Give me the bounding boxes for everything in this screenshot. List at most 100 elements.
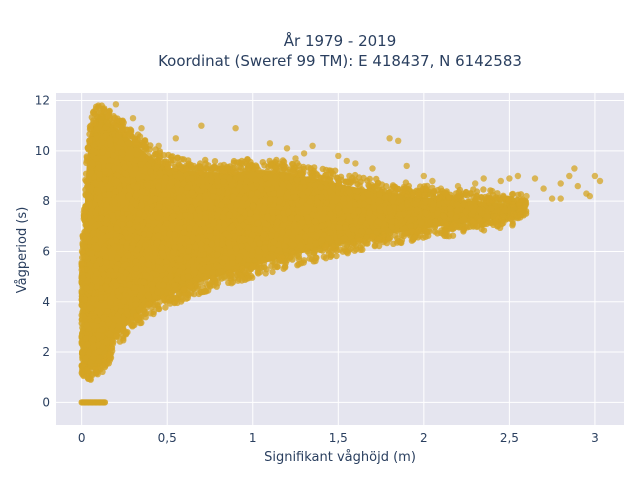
data-point <box>408 191 416 199</box>
data-point <box>101 271 108 279</box>
data-point <box>184 262 191 269</box>
data-point <box>352 160 359 167</box>
y-tick-label: 10 <box>35 144 50 158</box>
data-point <box>364 190 371 198</box>
data-point <box>125 192 133 199</box>
data-point <box>274 218 281 225</box>
data-point <box>215 219 222 226</box>
data-point <box>295 250 302 257</box>
data-point <box>233 159 240 166</box>
data-point <box>341 235 349 242</box>
data-point <box>81 206 88 213</box>
data-point <box>440 213 448 220</box>
data-point <box>87 304 94 312</box>
data-point <box>408 228 415 235</box>
data-point <box>288 214 295 222</box>
data-point <box>270 245 277 252</box>
data-point <box>147 275 154 282</box>
data-point <box>523 192 530 200</box>
data-point <box>157 170 164 177</box>
data-point <box>255 264 262 271</box>
data-point <box>320 175 328 182</box>
data-point <box>396 211 403 218</box>
data-point <box>84 374 92 382</box>
data-point <box>251 196 259 203</box>
data-point <box>269 254 277 262</box>
data-point <box>208 241 215 248</box>
data-point <box>247 237 254 244</box>
data-point <box>311 218 319 225</box>
data-point <box>514 172 522 180</box>
y-tick-label: 6 <box>42 244 50 258</box>
data-point <box>435 201 443 208</box>
data-point <box>224 165 231 172</box>
data-point <box>157 266 164 274</box>
data-point <box>147 168 154 175</box>
data-point <box>261 197 269 204</box>
data-point <box>281 215 288 223</box>
data-point <box>194 235 201 243</box>
data-point <box>260 231 268 238</box>
data-point <box>180 229 188 236</box>
data-point <box>111 198 118 206</box>
data-point <box>284 190 291 197</box>
data-point <box>418 219 425 227</box>
data-point <box>84 144 92 152</box>
data-point <box>150 293 158 300</box>
data-point <box>295 256 303 263</box>
data-point <box>470 186 477 193</box>
data-point <box>118 149 126 156</box>
data-point <box>480 175 487 182</box>
data-point <box>228 280 235 287</box>
data-point <box>162 304 169 311</box>
data-point <box>235 229 242 236</box>
data-point <box>133 246 141 254</box>
data-point <box>79 274 87 282</box>
data-point <box>202 192 209 199</box>
data-point <box>186 282 193 289</box>
data-point <box>349 242 356 249</box>
data-point <box>411 234 419 241</box>
data-point <box>217 268 224 275</box>
data-point <box>308 226 315 233</box>
data-point <box>509 222 516 229</box>
data-point <box>265 255 272 262</box>
data-point <box>144 291 152 299</box>
data-point <box>126 221 133 228</box>
data-point <box>299 191 306 198</box>
data-point <box>231 187 238 195</box>
data-point <box>99 139 106 146</box>
x-tick-label: 1,5 <box>329 431 348 445</box>
data-point <box>422 233 429 240</box>
data-point <box>115 317 122 324</box>
data-point <box>355 207 362 214</box>
data-point <box>292 155 299 162</box>
data-point <box>154 289 161 296</box>
data-point <box>290 241 297 249</box>
x-tick-label: 0 <box>78 431 86 445</box>
data-point <box>111 114 119 122</box>
data-point <box>189 220 196 227</box>
data-point <box>155 142 162 149</box>
data-point <box>197 160 204 167</box>
data-point <box>159 252 167 259</box>
data-point <box>82 355 89 363</box>
data-point <box>209 257 216 264</box>
data-point <box>403 162 410 170</box>
data-point <box>261 162 268 169</box>
data-point <box>121 170 129 177</box>
data-point <box>102 168 109 175</box>
data-point <box>87 169 95 176</box>
data-point <box>132 157 139 164</box>
data-point <box>194 283 202 290</box>
data-point <box>163 298 170 305</box>
data-point <box>206 227 213 234</box>
data-point <box>209 274 216 282</box>
data-point <box>305 164 312 171</box>
data-point <box>462 208 469 215</box>
data-point <box>100 225 107 233</box>
data-point <box>329 170 337 177</box>
data-point <box>325 250 333 257</box>
data-point <box>211 158 219 165</box>
data-point <box>214 178 221 185</box>
